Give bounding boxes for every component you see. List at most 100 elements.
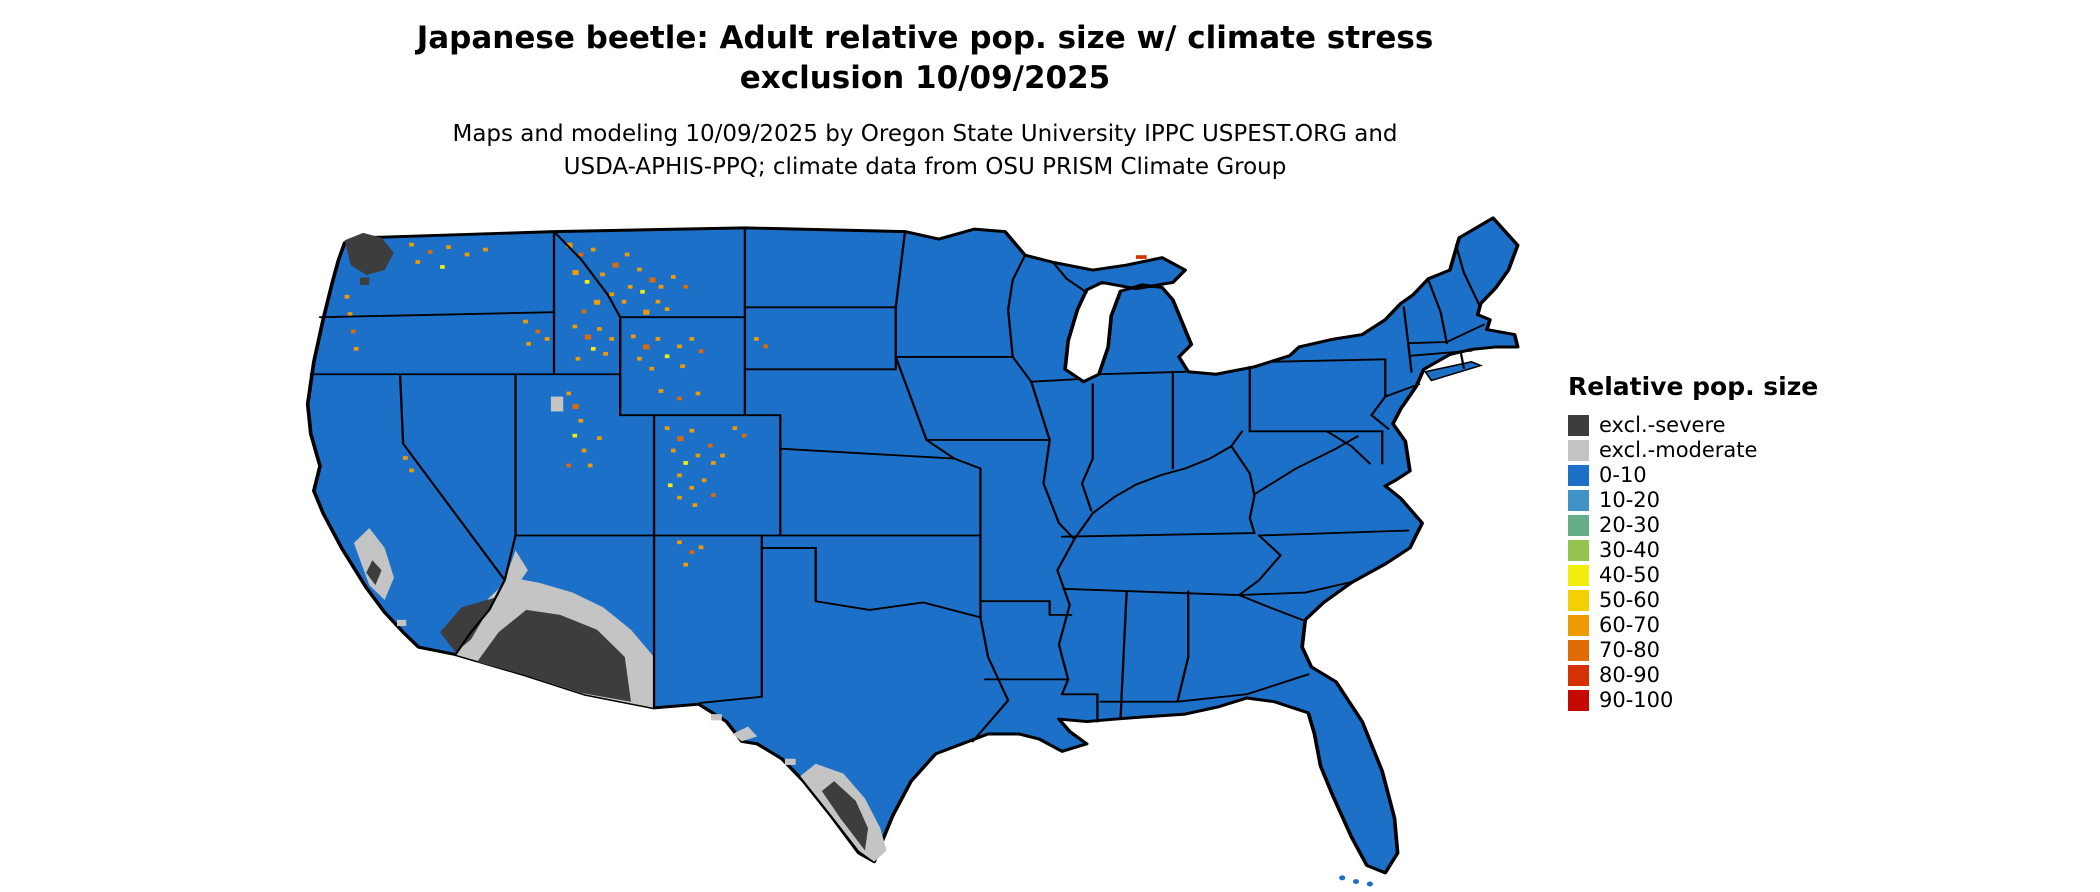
- legend-swatch: [1568, 615, 1589, 636]
- legend-swatch: [1568, 690, 1589, 711]
- us-land-outline: [305, 216, 1520, 875]
- population-speckle: [683, 461, 688, 465]
- map-subtitle-line1: Maps and modeling 10/09/2025 by Oregon S…: [452, 121, 1398, 147]
- excl-severe-se-california: [440, 597, 496, 653]
- population-speckle: [578, 418, 584, 423]
- legend-label: 0-10: [1599, 463, 1647, 487]
- population-speckle: [683, 284, 688, 289]
- population-speckle: [572, 404, 579, 409]
- legend: Relative pop. size excl.-severe excl.-mod…: [1568, 372, 1828, 713]
- population-speckle: [692, 503, 698, 507]
- population-speckle: [446, 245, 451, 249]
- population-speckle: [649, 277, 656, 283]
- legend-swatch: [1568, 565, 1589, 586]
- population-speckle: [590, 346, 596, 351]
- population-speckle: [689, 485, 695, 490]
- population-speckle: [440, 265, 445, 269]
- population-speckle: [683, 562, 688, 567]
- population-speckle: [1135, 255, 1147, 259]
- legend-swatch: [1568, 590, 1589, 611]
- population-speckle: [581, 309, 587, 314]
- florida-keys-dot: [1339, 875, 1346, 881]
- legend-swatch: [1568, 440, 1589, 461]
- population-speckle: [664, 354, 670, 359]
- population-speckle: [677, 436, 684, 442]
- legend-swatch: [1568, 665, 1589, 686]
- legend-label: 80-90: [1599, 663, 1661, 687]
- population-speckle: [572, 270, 579, 276]
- excl-severe-arizona: [477, 609, 631, 702]
- population-speckle: [698, 545, 704, 550]
- excl-severe-central-valley-speck: [366, 560, 382, 586]
- population-speckle: [572, 433, 578, 438]
- map-title: Japanese beetle: Adult relative pop. siz…: [150, 18, 1700, 98]
- legend-item: excl.-moderate: [1568, 438, 1828, 463]
- population-speckle: [711, 493, 716, 498]
- population-speckle: [689, 550, 695, 555]
- population-speckle: [409, 242, 414, 247]
- population-speckle: [403, 456, 408, 460]
- population-speckle: [609, 337, 615, 341]
- population-speckle: [535, 329, 541, 334]
- legend-items: excl.-severe excl.-moderate 0-10 10-20 20-30…: [1568, 413, 1828, 713]
- population-speckle: [600, 272, 605, 277]
- population-speckles: [344, 242, 1147, 567]
- population-speckle: [754, 337, 759, 341]
- legend-item: 50-60: [1568, 588, 1828, 613]
- population-speckle: [584, 279, 590, 284]
- excl-moderate-speck: [784, 758, 796, 765]
- population-speckle: [597, 327, 602, 331]
- legend-label: excl.-moderate: [1599, 438, 1758, 462]
- population-speckle: [677, 540, 682, 545]
- legend-swatch: [1568, 465, 1589, 486]
- population-speckle: [698, 349, 704, 354]
- legend-label: 70-80: [1599, 638, 1661, 662]
- population-speckle: [689, 428, 695, 433]
- population-speckle: [658, 389, 664, 393]
- legend-swatch: [1568, 540, 1589, 561]
- map-subtitle: Maps and modeling 10/09/2025 by Oregon S…: [150, 118, 1700, 184]
- population-speckle: [637, 356, 642, 361]
- population-speckle: [483, 247, 488, 252]
- population-speckle: [572, 324, 578, 329]
- excl-moderate-big-bend: [732, 726, 758, 742]
- population-speckle: [649, 366, 655, 371]
- population-speckle: [670, 275, 676, 279]
- legend-title: Relative pop. size: [1568, 372, 1819, 401]
- state-borders: [309, 226, 1485, 743]
- excl-severe-speck: [360, 277, 370, 285]
- long-island: [1423, 361, 1484, 382]
- legend-item: 10-20: [1568, 488, 1828, 513]
- legend-label: 60-70: [1599, 613, 1661, 637]
- excl-moderate-s-nevada: [504, 550, 528, 591]
- legend-label: 90-100: [1599, 688, 1674, 712]
- population-speckle: [720, 453, 725, 458]
- legend-item: 80-90: [1568, 663, 1828, 688]
- population-speckle: [575, 356, 581, 361]
- population-speckle: [655, 337, 661, 341]
- population-speckle: [350, 329, 356, 334]
- population-speckle: [677, 396, 682, 401]
- population-speckle: [590, 247, 596, 252]
- legend-label: 40-50: [1599, 563, 1661, 587]
- population-speckle: [603, 351, 608, 356]
- map-subtitle-line2: USDA-APHIS-PPQ; climate data from OSU PR…: [563, 154, 1287, 180]
- population-speckle: [581, 448, 587, 453]
- legend-label: 30-40: [1599, 538, 1661, 562]
- legend-item: 70-80: [1568, 638, 1828, 663]
- population-speckle: [711, 461, 716, 465]
- population-speckle: [677, 344, 682, 349]
- population-speckle: [578, 252, 584, 257]
- population-speckle: [344, 294, 350, 299]
- population-speckle: [695, 391, 701, 396]
- population-speckle: [689, 337, 695, 341]
- florida-keys-dot: [1366, 881, 1373, 887]
- legend-swatch: [1568, 515, 1589, 536]
- population-speckle: [667, 483, 673, 488]
- population-speckle: [677, 495, 682, 500]
- legend-item: 40-50: [1568, 563, 1828, 588]
- legend-label: excl.-severe: [1599, 413, 1726, 437]
- map-title-line1: Japanese beetle: Adult relative pop. siz…: [416, 20, 1434, 56]
- population-speckle: [523, 319, 528, 324]
- population-speckle: [353, 346, 359, 351]
